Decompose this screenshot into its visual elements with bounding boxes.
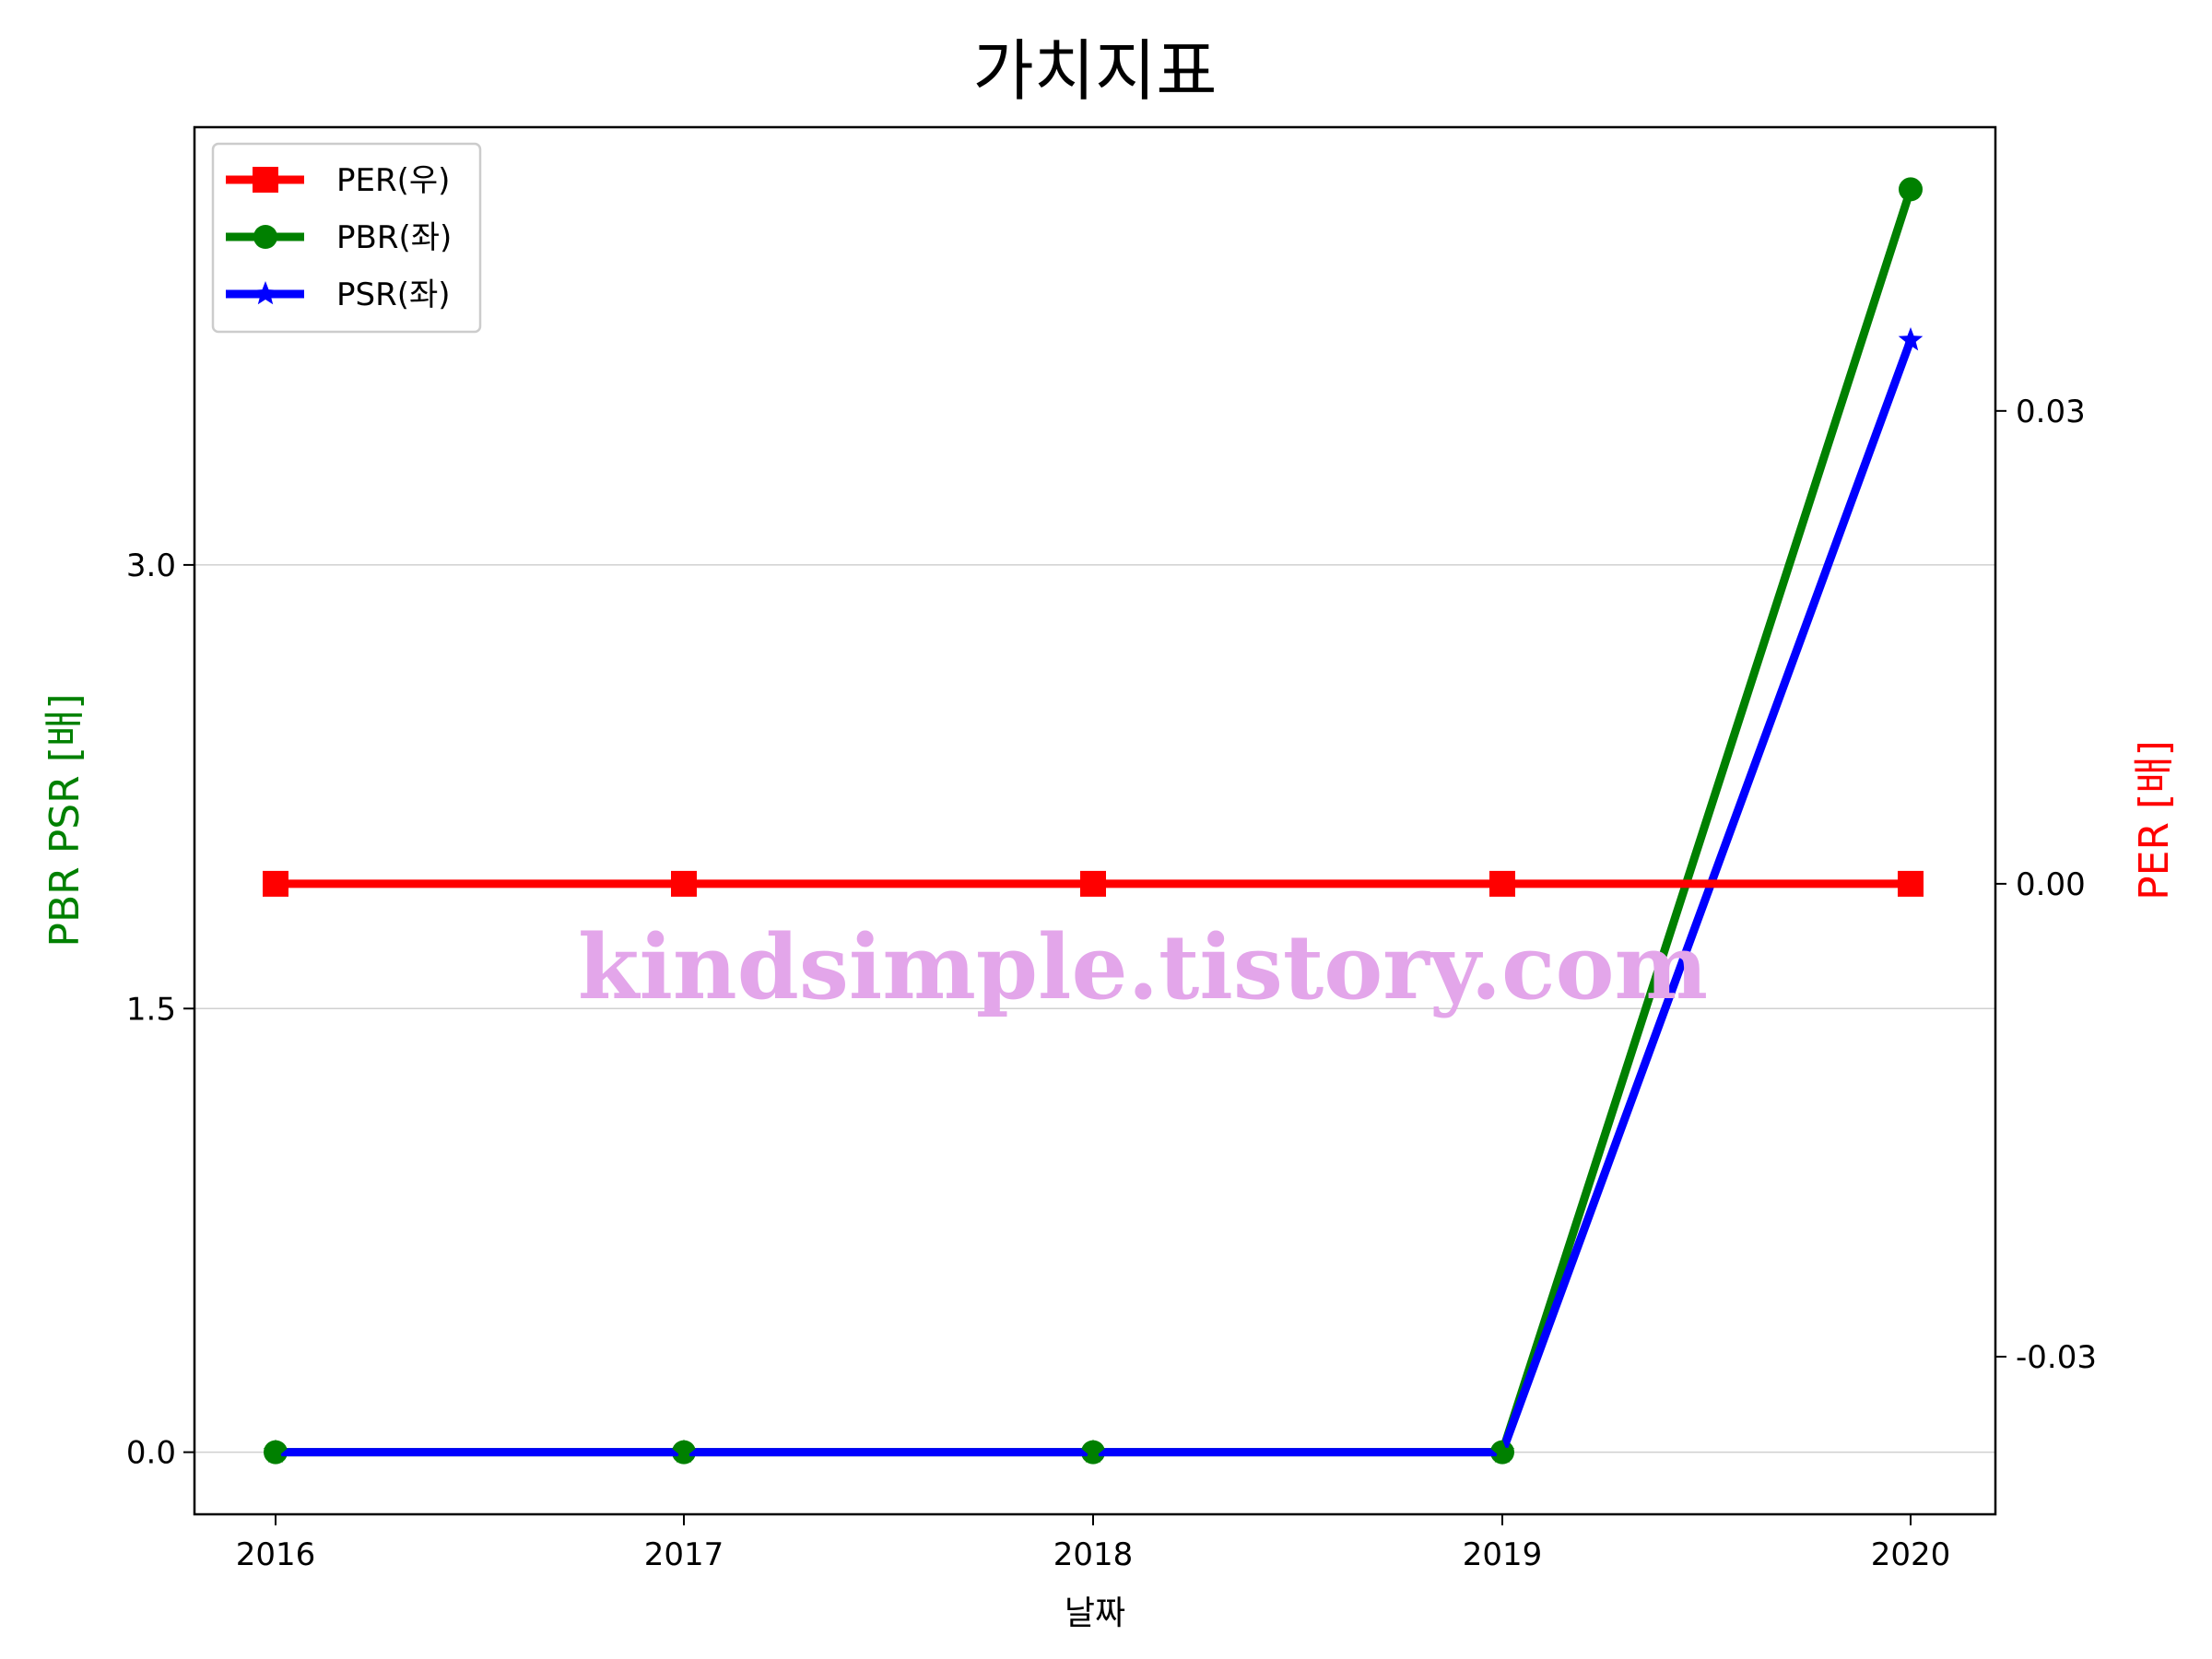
per-point bbox=[671, 870, 697, 897]
right-y-axis: -0.03 0.00 0.03 bbox=[1995, 394, 2097, 1376]
x-tick-label: 2020 bbox=[1871, 1536, 1951, 1573]
per-point bbox=[1489, 870, 1515, 897]
per-point bbox=[263, 870, 288, 897]
psr-point bbox=[1898, 327, 1924, 351]
y-left-tick-label: 3.0 bbox=[126, 547, 176, 584]
chart-title: 가치지표 bbox=[973, 32, 1218, 110]
legend: PER(우) PBR(좌) PSR(좌) bbox=[211, 142, 482, 334]
y-right-tick-label: -0.03 bbox=[2016, 1339, 2097, 1376]
x-tick-label: 2018 bbox=[1053, 1536, 1134, 1573]
legend-box bbox=[211, 142, 482, 334]
x-axis: 2016 2017 2018 2019 2020 bbox=[236, 1514, 1951, 1573]
legend-psr-marker bbox=[253, 281, 278, 305]
x-axis-label: 날짜 bbox=[1065, 1594, 1125, 1632]
y-left-tick-label: 1.5 bbox=[126, 991, 176, 1028]
legend-per-marker bbox=[253, 167, 278, 193]
x-tick-label: 2019 bbox=[1463, 1536, 1543, 1573]
pbr-point bbox=[1899, 177, 1923, 202]
y-right-tick-label: 0.03 bbox=[2016, 394, 2086, 430]
x-tick-label: 2017 bbox=[644, 1536, 724, 1573]
x-tick-label: 2016 bbox=[236, 1536, 316, 1573]
left-y-axis: 0.0 1.5 3.0 bbox=[126, 547, 194, 1472]
y-right-tick-label: 0.00 bbox=[2016, 866, 2086, 903]
per-point bbox=[1898, 870, 1924, 897]
watermark-text: kindsimple.tistory.com bbox=[578, 915, 1708, 1019]
legend-psr-label: PSR(좌) bbox=[336, 276, 451, 313]
legend-pbr-label: PBR(좌) bbox=[336, 219, 452, 256]
pbr-line bbox=[276, 188, 1915, 1457]
legend-per-label: PER(우) bbox=[336, 162, 450, 199]
series-group bbox=[263, 177, 1924, 1465]
psr-point bbox=[1489, 1439, 1515, 1463]
psr-point bbox=[1080, 1439, 1106, 1463]
psr-point bbox=[263, 1439, 288, 1463]
plot-frame bbox=[193, 125, 1997, 1516]
psr-point bbox=[671, 1439, 697, 1463]
y-left-tick-label: 0.0 bbox=[126, 1435, 176, 1472]
left-y-axis-label: PBR PSR [배] bbox=[41, 693, 88, 947]
legend-pbr-marker bbox=[253, 225, 277, 249]
per-point bbox=[1080, 870, 1106, 897]
right-y-axis-label: PER [배] bbox=[2131, 740, 2178, 900]
